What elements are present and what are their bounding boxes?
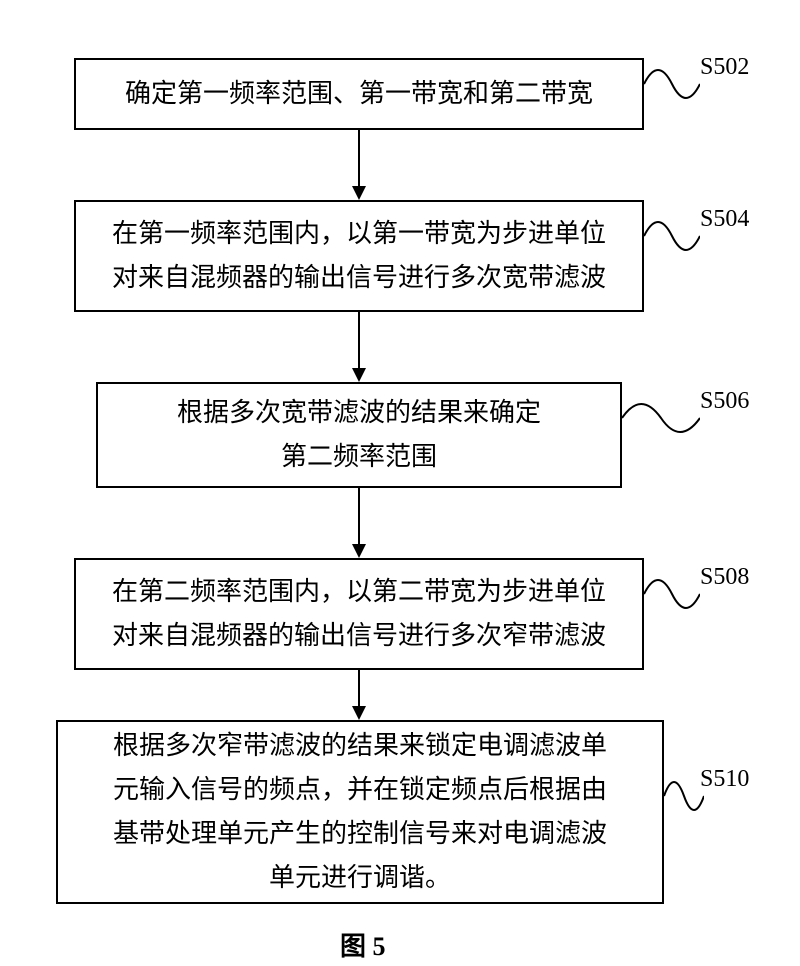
step-label-5: S510 [700, 766, 749, 793]
flow-node-5: 根据多次窄带滤波的结果来锁定电调滤波单元输入信号的频点，并在锁定频点后根据由基带… [56, 720, 664, 904]
flow-node-2: 在第一频率范围内，以第一带宽为步进单位对来自混频器的输出信号进行多次宽带滤波 [74, 200, 644, 312]
flowchart-canvas: 确定第一频率范围、第一带宽和第二带宽 在第一频率范围内，以第一带宽为步进单位对来… [0, 0, 800, 966]
connector-curve-4 [644, 570, 700, 618]
flow-node-3-text: 根据多次宽带滤波的结果来确定第二频率范围 [177, 391, 541, 479]
arrow-3-line [358, 488, 360, 544]
connector-curve-2 [644, 212, 700, 260]
arrow-1-line [358, 130, 360, 186]
arrow-3-head [352, 544, 366, 558]
figure-caption: 图 5 [340, 926, 386, 963]
flow-node-1-text: 确定第一频率范围、第一带宽和第二带宽 [125, 72, 593, 116]
flow-node-3: 根据多次宽带滤波的结果来确定第二频率范围 [96, 382, 622, 488]
step-label-4: S508 [700, 564, 749, 591]
connector-curve-1 [644, 60, 700, 108]
arrow-2-line [358, 312, 360, 368]
connector-curve-3 [622, 394, 700, 442]
step-label-1: S502 [700, 54, 749, 81]
flow-node-2-text: 在第一频率范围内，以第一带宽为步进单位对来自混频器的输出信号进行多次宽带滤波 [112, 212, 606, 300]
flow-node-5-text: 根据多次窄带滤波的结果来锁定电调滤波单元输入信号的频点，并在锁定频点后根据由基带… [113, 724, 607, 901]
arrow-2-head [352, 368, 366, 382]
flow-node-1: 确定第一频率范围、第一带宽和第二带宽 [74, 58, 644, 130]
arrow-4-head [352, 706, 366, 720]
step-label-3: S506 [700, 388, 749, 415]
flow-node-4: 在第二频率范围内，以第二带宽为步进单位对来自混频器的输出信号进行多次窄带滤波 [74, 558, 644, 670]
connector-curve-5 [664, 772, 704, 820]
step-label-2: S504 [700, 206, 749, 233]
arrow-1-head [352, 186, 366, 200]
arrow-4-line [358, 670, 360, 706]
flow-node-4-text: 在第二频率范围内，以第二带宽为步进单位对来自混频器的输出信号进行多次窄带滤波 [112, 570, 606, 658]
